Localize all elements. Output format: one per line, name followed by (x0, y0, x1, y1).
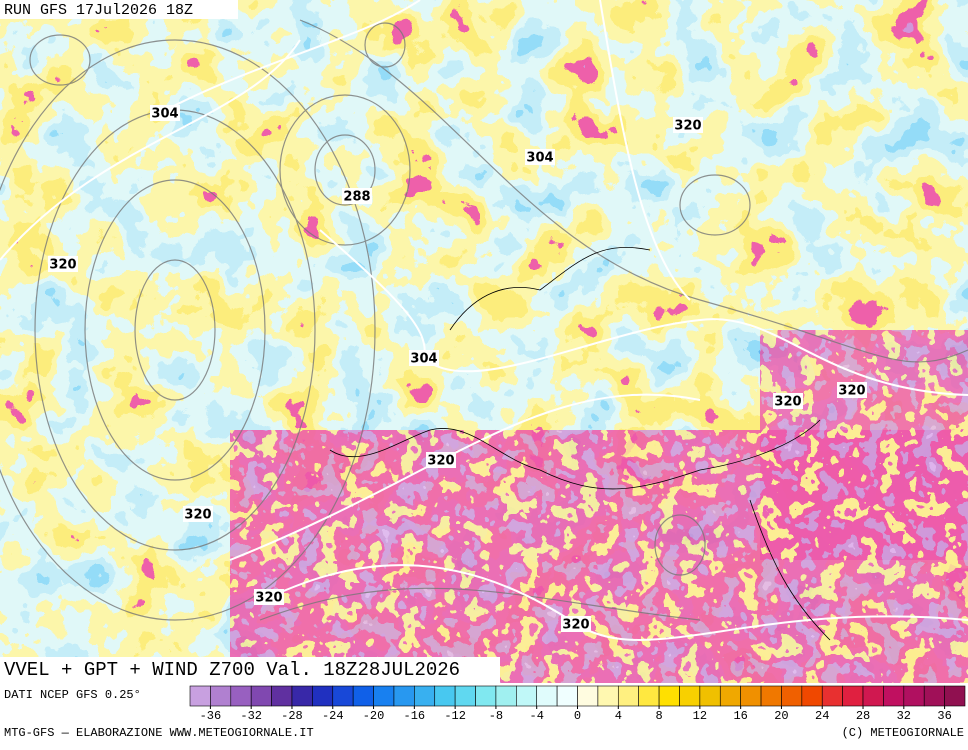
contour-label: 320 (774, 395, 801, 410)
colorbar-swatch (862, 685, 884, 707)
africa-field (230, 430, 968, 683)
colorbar-tick-label: 28 (856, 709, 870, 723)
contour-label: 304 (151, 107, 178, 122)
colorbar-tick-label: -36 (200, 709, 222, 723)
colorbar-swatch (434, 685, 456, 707)
contour-label-box (150, 105, 180, 121)
colorbar-swatch (883, 685, 905, 707)
colorbar-swatch (597, 685, 619, 707)
contour-label-box (409, 350, 439, 366)
contour-label: 320 (49, 258, 76, 273)
colorbar-tick-label: -20 (363, 709, 385, 723)
colorbar-swatch (740, 685, 762, 707)
colorbar-swatch (679, 685, 701, 707)
footer-right: (C) METEOGIORNALE (842, 726, 964, 740)
colorbar-tick-label: 0 (574, 709, 581, 723)
colorbar-swatch (842, 685, 864, 707)
contour-label-box (183, 506, 213, 522)
colorbar-tick-label: -24 (322, 709, 344, 723)
colorbar-swatch (516, 685, 538, 707)
colorbar-swatch (475, 685, 497, 707)
colorbar-tick-label: 20 (774, 709, 788, 723)
colorbar-swatch (719, 685, 741, 707)
colorbar-swatch (495, 685, 517, 707)
run-box (0, 0, 238, 19)
colorbar-tick-label: -4 (530, 709, 544, 723)
colorbar-swatch (658, 685, 680, 707)
contour-label: 304 (410, 352, 437, 367)
contour-label-box (342, 188, 372, 204)
colorbar-swatch (638, 685, 660, 707)
colorbar-swatch (393, 685, 415, 707)
contour-label: 320 (674, 119, 701, 134)
colorbar-swatch (821, 685, 843, 707)
colorbar-swatch (781, 685, 803, 707)
colorbar-swatch (536, 685, 558, 707)
colorbar-swatch (250, 685, 272, 707)
colorbar-tick-label: -16 (404, 709, 426, 723)
contour-label-box (561, 616, 591, 632)
run-label: RUN GFS 17Jul2026 18Z (4, 2, 193, 19)
colorbar-tick-label: 12 (693, 709, 707, 723)
contour-label-box (254, 589, 284, 605)
colorbar-swatch (312, 685, 334, 707)
contour-label-box (673, 117, 703, 133)
colorbar-swatch (577, 685, 599, 707)
contour-labels: 304 320 304 288 320 304 320 320 320 320 320 320 (48, 105, 867, 633)
colorbar-tick-label: 8 (655, 709, 662, 723)
colorbar-swatch (373, 685, 395, 707)
colorbar-swatch (210, 685, 232, 707)
coastlines (329, 247, 831, 641)
contour-label: 320 (838, 384, 865, 399)
contour-label: 288 (343, 190, 370, 205)
contour-label: 304 (526, 151, 553, 166)
colorbar-swatch (944, 685, 966, 707)
colorbar-tick-label: -12 (444, 709, 466, 723)
source-label: DATI NCEP GFS 0.25° (4, 688, 141, 702)
contour-label: 320 (184, 508, 211, 523)
colorbar-swatch (923, 685, 945, 707)
colorbar-tick-label: -8 (489, 709, 503, 723)
contour-label: 320 (562, 618, 589, 633)
colorbar-tick-label: -28 (281, 709, 303, 723)
colorbar-tick-label: 32 (897, 709, 911, 723)
colorbar-swatch (352, 685, 374, 707)
contour-label-box (525, 149, 555, 165)
colorbar-swatch (760, 685, 782, 707)
colorbar-tick-label: 24 (815, 709, 829, 723)
colorbar-swatch (556, 685, 578, 707)
contour-label-box (426, 452, 456, 468)
colorbar-swatch (903, 685, 925, 707)
colorbar: -36 -32 -28 -24 -20 -16 -12 -8 -4 0 4 8 12 16 20 24 28 32… (189, 685, 966, 723)
colorbar-swatch (332, 685, 354, 707)
colorbar-swatch (801, 685, 823, 707)
footer-left: MTG-GFS — ELABORAZIONE WWW.METEOGIORNALE… (4, 726, 314, 740)
colorbar-tick-label: 16 (733, 709, 747, 723)
colorbar-swatch (617, 685, 639, 707)
colorbar-tick-label: 36 (937, 709, 951, 723)
title-box (0, 657, 500, 683)
colorbar-swatch (414, 685, 436, 707)
colorbar-swatch (189, 685, 211, 707)
contour-label-box (773, 393, 803, 409)
map-title: VVEL + GPT + WIND Z700 Val. 18Z28JUL2026 (4, 659, 460, 681)
middle-east-field (760, 330, 968, 560)
contour-label-box (837, 382, 867, 398)
colorbar-swatch (699, 685, 721, 707)
contour-label: 320 (255, 591, 282, 606)
colorbar-tick-label: -32 (240, 709, 262, 723)
colorbar-tick-label: 4 (615, 709, 622, 723)
colorbar-swatch (291, 685, 313, 707)
colorbar-swatch (230, 685, 252, 707)
contour-label: 320 (427, 454, 454, 469)
colorbar-swatch (454, 685, 476, 707)
contour-label-box (48, 256, 78, 272)
colorbar-swatch (271, 685, 293, 707)
map: 304 320 304 288 320 304 320 320 320 320 320 320 (0, 0, 968, 683)
